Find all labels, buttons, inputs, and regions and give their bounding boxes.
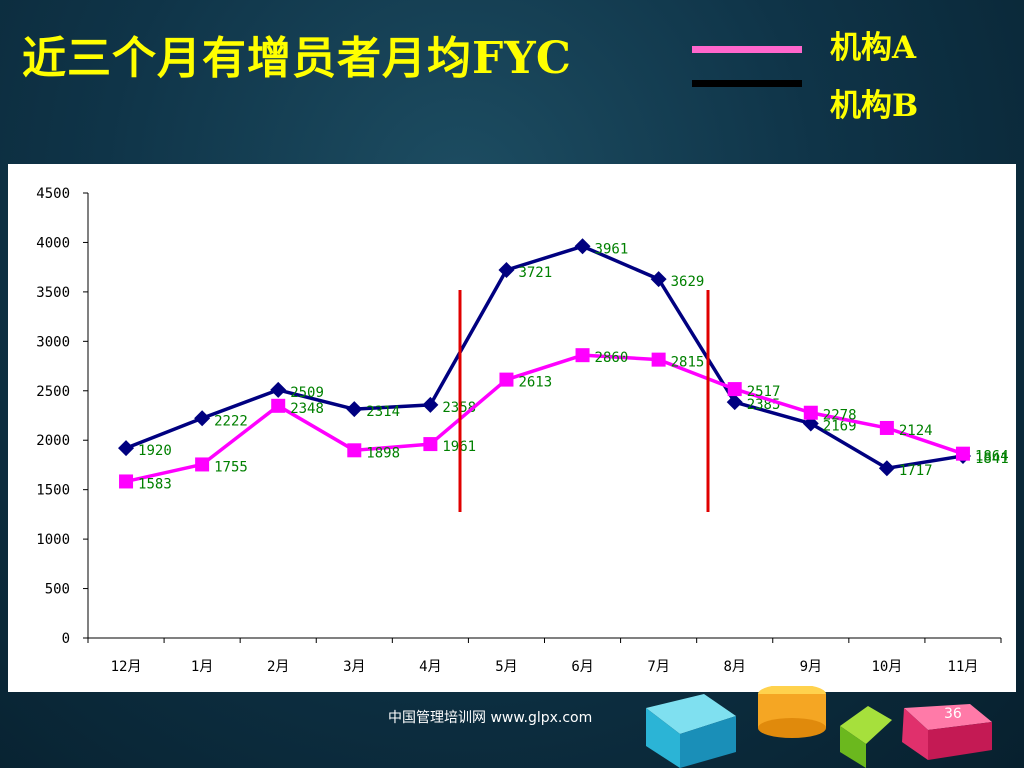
- series-b-data-label: 3629: [671, 274, 705, 290]
- series-a-point: [727, 382, 742, 397]
- legend-swatch-b: [692, 80, 802, 87]
- series-a-data-label: 2860: [595, 350, 629, 366]
- legend-label-a: 机构A: [830, 30, 917, 66]
- series-a-point: [271, 398, 286, 413]
- x-tick-label: 8月: [723, 659, 745, 675]
- y-tick-label: 4000: [36, 235, 70, 251]
- series-b-point: [574, 238, 591, 255]
- series-b-point: [422, 396, 439, 413]
- y-tick-label: 2000: [36, 433, 70, 449]
- cyan-block-front: [680, 716, 736, 768]
- series-b-data-label: 1920: [138, 443, 172, 459]
- y-tick-label: 0: [62, 631, 70, 647]
- series-a-line: [125, 353, 964, 484]
- legend-swatch-a: [692, 46, 802, 53]
- series-a-point: [955, 446, 970, 461]
- y-tick-label: 4500: [36, 186, 70, 202]
- series-a-point: [803, 405, 818, 420]
- series-b-point: [498, 262, 515, 279]
- series-b-point: [878, 460, 895, 477]
- series-b-point: [346, 401, 363, 418]
- series-b-line: [125, 244, 964, 470]
- series-a-point: [195, 457, 210, 472]
- y-tick-label: 2500: [36, 384, 70, 400]
- series-a-data-label: 2278: [823, 408, 857, 424]
- y-tick-label: 1500: [36, 483, 70, 499]
- x-tick-label: 5月: [495, 659, 517, 675]
- y-tick-label: 3500: [36, 285, 70, 301]
- series-b-data-label: 1717: [899, 463, 933, 479]
- series-a-data-label: 2348: [290, 401, 324, 417]
- series-a-point: [119, 474, 134, 489]
- chart-panel: 0 500 1000 1500 2000 2500 3000 3500 4000 4500 12月 1…: [8, 164, 1016, 692]
- legend-label-b: 机构B: [830, 88, 919, 124]
- series-a-data-label: 1898: [366, 445, 400, 461]
- slide-title: 近三个月有增员者月均FYC: [22, 33, 572, 84]
- series-b-data-label: 2169: [823, 419, 857, 435]
- y-tick-label: 3000: [36, 334, 70, 350]
- x-tick-label: 11月: [948, 659, 979, 675]
- series-a-data-label: 2613: [518, 375, 552, 391]
- green-block: [840, 706, 892, 744]
- series-b-point: [650, 271, 667, 288]
- series-b-data-label: 2314: [366, 404, 400, 420]
- pink-block-front: [902, 708, 928, 760]
- line-chart: 0 500 1000 1500 2000 2500 3000 3500 4000 4500 12月 1…: [36, 186, 1009, 675]
- series-b-point: [726, 394, 743, 411]
- series-a-data-label: 2124: [899, 423, 933, 439]
- x-tick-label: 7月: [647, 659, 669, 675]
- series-a-point: [347, 443, 362, 458]
- decorative-blocks: [646, 686, 992, 768]
- series-a-point: [423, 437, 438, 452]
- x-tick-label: 12月: [111, 659, 142, 675]
- series-a-point: [499, 372, 514, 387]
- pink-block-side: [928, 722, 992, 760]
- y-tick-label: 1000: [36, 532, 70, 548]
- x-tick-label: 1月: [191, 659, 213, 675]
- series-b-data-label: 2509: [290, 385, 324, 401]
- series-a-data-label: 2815: [671, 355, 705, 371]
- cyan-block: [646, 694, 736, 734]
- series-b-point: [194, 410, 211, 427]
- x-tick-label: 3月: [343, 659, 365, 675]
- series-b-point: [270, 381, 287, 398]
- x-tick-label: 4月: [419, 659, 441, 675]
- series-b-data-label: 3721: [518, 265, 552, 281]
- series-b-data-label: 1841: [975, 451, 1009, 467]
- pink-block: [904, 704, 992, 730]
- cyan-block-side: [646, 708, 680, 768]
- x-tick-label: 6月: [571, 659, 593, 675]
- series-a-data-label: 2517: [747, 384, 781, 400]
- x-tick-label: 10月: [871, 659, 902, 675]
- green-block-side: [840, 726, 866, 768]
- series-a-data-label: 1583: [138, 476, 172, 492]
- orange-cylinder-bottom: [758, 718, 826, 738]
- series-b-data-label: 3961: [595, 241, 629, 257]
- x-tick-label: 9月: [800, 659, 822, 675]
- series-b-point: [118, 440, 135, 457]
- series-a-data-label: 1864: [975, 449, 1009, 465]
- x-tick-label: 2月: [267, 659, 289, 675]
- series-b-data-label: 2222: [214, 413, 248, 429]
- series-a-point: [651, 352, 666, 367]
- page-number: 36: [944, 706, 962, 722]
- series-a-data-label: 1755: [214, 459, 248, 475]
- series-a-point: [879, 420, 894, 435]
- y-tick-label: 500: [45, 582, 70, 598]
- series-a-point: [575, 348, 590, 363]
- footer-text: 中国管理培训网 www.glpx.com: [388, 710, 593, 726]
